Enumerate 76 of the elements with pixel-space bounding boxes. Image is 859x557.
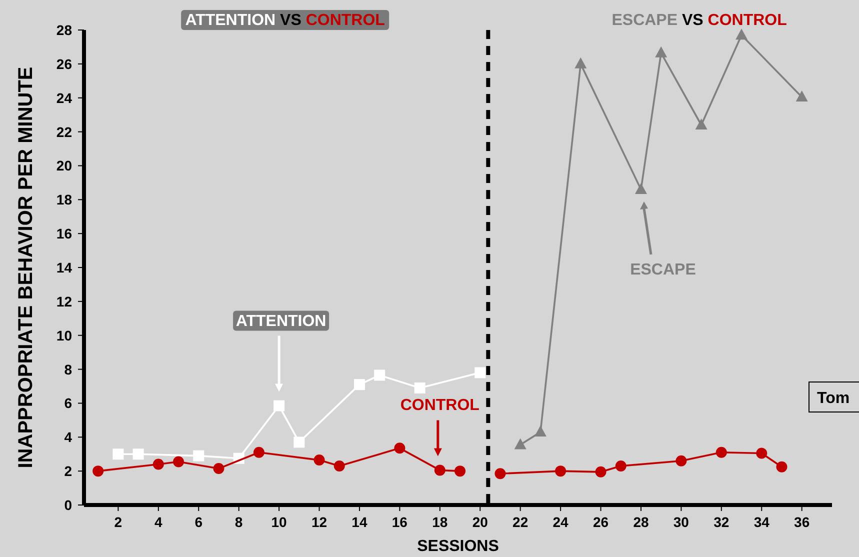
point bbox=[555, 466, 566, 477]
y-tick-label: 8 bbox=[64, 361, 72, 378]
point bbox=[796, 90, 808, 102]
point bbox=[274, 400, 285, 412]
point bbox=[213, 463, 224, 474]
point bbox=[574, 57, 587, 68]
y-axis-title: INAPPROPRIATE BEHAVIOR PER MINUTE bbox=[15, 66, 37, 468]
point bbox=[354, 379, 365, 390]
x-tick-label: 6 bbox=[194, 514, 203, 530]
point bbox=[776, 461, 788, 472]
text: ATTENTION VS CONTROL bbox=[185, 12, 386, 29]
y-tick-label: 20 bbox=[56, 158, 72, 174]
x-tick-label: 20 bbox=[472, 514, 488, 530]
series-label: CONTROL bbox=[400, 397, 480, 414]
x-tick-label: 22 bbox=[512, 514, 528, 530]
x-tick-label: 2 bbox=[114, 514, 122, 530]
point bbox=[314, 454, 325, 466]
x-axis-title: SESSIONS bbox=[417, 538, 500, 555]
y-tick-label: 22 bbox=[56, 124, 72, 140]
x-tick-label: 12 bbox=[311, 514, 328, 530]
y-tick-label: 18 bbox=[56, 192, 72, 208]
point bbox=[494, 468, 506, 480]
y-tick-label: 12 bbox=[56, 293, 72, 310]
annotation: Tom bbox=[817, 390, 850, 407]
x-tick-label: 10 bbox=[271, 514, 288, 530]
point bbox=[615, 460, 626, 472]
y-tick-label: 26 bbox=[56, 56, 72, 72]
y-tick-label: 4 bbox=[64, 429, 72, 446]
y-tick-label: 28 bbox=[56, 22, 72, 38]
point bbox=[92, 466, 104, 477]
x-tick-label: 32 bbox=[714, 514, 730, 530]
point bbox=[112, 448, 124, 460]
y-tick-label: 16 bbox=[56, 226, 72, 242]
point bbox=[474, 367, 486, 378]
x-tick-label: 4 bbox=[154, 514, 162, 530]
x-tick-label: 36 bbox=[794, 514, 810, 530]
y-tick-label: 0 bbox=[64, 497, 72, 513]
point bbox=[634, 182, 647, 194]
x-tick-label: 28 bbox=[633, 514, 649, 530]
y-tick-label: 24 bbox=[56, 90, 72, 106]
point bbox=[676, 455, 687, 466]
text: ATTENTION bbox=[236, 312, 326, 330]
x-tick-label: 30 bbox=[673, 514, 690, 530]
point bbox=[736, 28, 748, 40]
point bbox=[253, 446, 264, 458]
point bbox=[132, 448, 144, 460]
point bbox=[173, 456, 184, 468]
x-tick-label: 34 bbox=[754, 514, 770, 530]
point bbox=[454, 466, 466, 477]
text: ESCAPE VS CONTROL bbox=[612, 12, 788, 29]
point bbox=[334, 460, 345, 472]
x-tick-label: 24 bbox=[552, 514, 569, 530]
point bbox=[394, 442, 406, 454]
x-tick-label: 14 bbox=[352, 514, 368, 530]
x-tick-label: 16 bbox=[392, 514, 408, 530]
point bbox=[152, 458, 164, 470]
point bbox=[716, 446, 727, 458]
point bbox=[655, 46, 668, 58]
point bbox=[374, 370, 386, 381]
point bbox=[414, 382, 426, 394]
point bbox=[695, 118, 708, 130]
x-tick-label: 8 bbox=[234, 514, 243, 530]
point bbox=[514, 438, 526, 450]
y-tick-label: 6 bbox=[64, 395, 72, 412]
point bbox=[595, 466, 606, 478]
x-tick-label: 18 bbox=[432, 514, 448, 530]
text: ESCAPE bbox=[630, 261, 696, 278]
point bbox=[756, 448, 768, 459]
point bbox=[534, 426, 546, 437]
point bbox=[294, 436, 305, 448]
y-tick-label: 2 bbox=[64, 463, 72, 480]
y-tick-label: 14 bbox=[56, 260, 72, 276]
x-tick-label: 26 bbox=[592, 514, 609, 530]
point bbox=[193, 450, 204, 462]
y-tick-label: 10 bbox=[56, 327, 72, 344]
point bbox=[434, 464, 446, 476]
